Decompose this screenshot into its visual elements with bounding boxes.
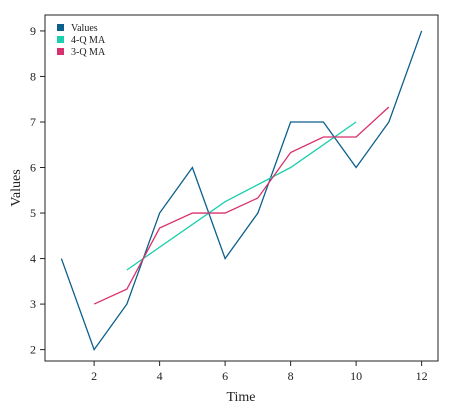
series-layer: [60, 30, 423, 352]
x-tick-label: 8: [288, 369, 294, 383]
x-tick-label: 12: [416, 369, 428, 383]
y-tick-label: 6: [30, 161, 36, 175]
y-tick-label: 2: [30, 343, 36, 357]
x-tick-label: 4: [157, 369, 163, 383]
series-line-3-q-ma: [93, 106, 390, 305]
legend-label: 4-Q MA: [71, 35, 106, 46]
y-tick-label: 9: [30, 24, 36, 38]
legend-swatch: [57, 24, 64, 31]
series-line-values: [60, 30, 423, 352]
y-axis: 2 3 4 5 6 7 8 9: [30, 24, 45, 357]
legend-label: Values: [71, 23, 98, 34]
y-axis-title: Values: [9, 169, 24, 206]
y-tick-label: 3: [30, 297, 36, 311]
x-tick-label: 2: [91, 369, 97, 383]
legend-swatch: [57, 48, 64, 55]
legend-label: 3-Q MA: [71, 47, 106, 58]
y-tick-label: 8: [30, 69, 36, 83]
y-tick-label: 4: [30, 252, 36, 266]
series-line-4-q-ma: [126, 121, 357, 271]
x-tick-label: 6: [222, 369, 228, 383]
x-tick-label: 10: [350, 369, 362, 383]
y-tick-label: 5: [30, 206, 36, 220]
y-tick-label: 7: [30, 115, 36, 129]
legend-swatch: [57, 36, 64, 43]
x-axis: 2 4 6 8 10 12: [91, 361, 428, 383]
x-axis-title: Time: [226, 390, 255, 405]
plot-frame: [44, 14, 439, 362]
